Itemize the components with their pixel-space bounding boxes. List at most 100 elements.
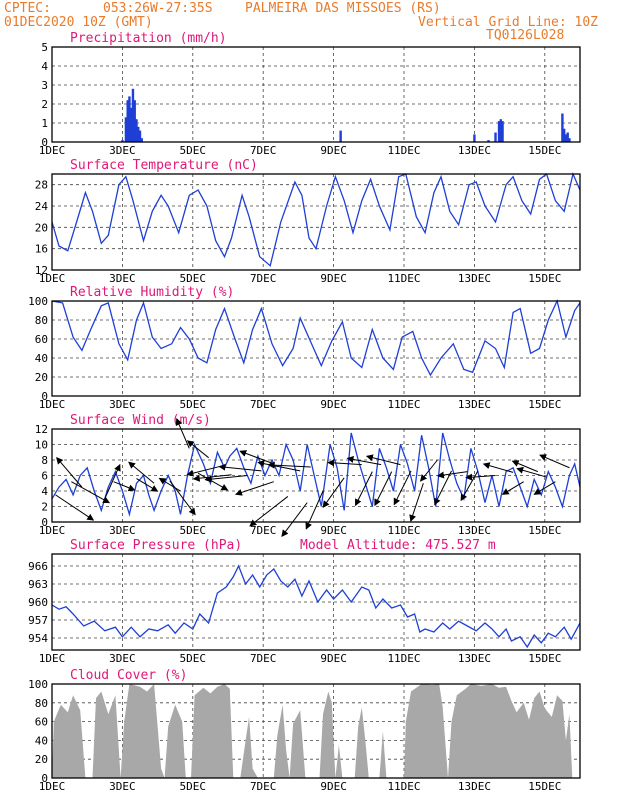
rh-ytick-label: 20 <box>35 371 48 384</box>
wind-xtick-label: 7DEC <box>250 524 277 537</box>
wind-vector-arrow <box>409 483 424 522</box>
press-xtick-label: 1DEC <box>39 652 66 665</box>
wind-vector-arrow <box>235 481 274 496</box>
precip-xtick-label: 15DEC <box>528 144 561 157</box>
press-xtick-label: 7DEC <box>250 652 277 665</box>
temp-xtick-label: 15DEC <box>528 272 561 285</box>
wind-vector-arrow <box>460 470 479 502</box>
wind-xtick-label: 9DEC <box>320 524 347 537</box>
wind-vector-arrow <box>204 475 248 483</box>
wind-vector-arrow <box>374 471 393 507</box>
press-xtick-label: 11DEC <box>387 652 420 665</box>
wind-vector-arrow <box>192 474 232 482</box>
header-model: TQ0126L028 <box>486 28 565 43</box>
precip-bar <box>499 119 502 142</box>
rh-xtick-label: 1DEC <box>39 398 66 411</box>
wind-vector-arrow <box>281 502 308 538</box>
precip-xtick-label: 13DEC <box>458 144 491 157</box>
temp-frame <box>51 173 581 271</box>
precip-bar <box>566 132 569 142</box>
temp-xtick-label: 5DEC <box>180 272 207 285</box>
precip-bar <box>501 121 504 142</box>
temp-xtick-label: 1DEC <box>39 272 66 285</box>
header-location: PALMEIRA DAS MISSOES (RS) <box>245 1 441 16</box>
wind-vector-arrow <box>539 454 570 469</box>
press-ytick-label: 957 <box>28 614 48 627</box>
wind-vector-arrow <box>257 460 301 472</box>
precip-xtick-label: 1DEC <box>39 144 66 157</box>
wind-xtick-label: 13DEC <box>458 524 491 537</box>
press-ytick-label: 966 <box>28 560 48 573</box>
cloud-xtick-label: 5DEC <box>180 780 207 793</box>
wind-vector-arrow <box>420 459 438 482</box>
rh-xtick-label: 9DEC <box>320 398 347 411</box>
header-coords: 053:26W-27:35S <box>103 1 213 16</box>
press-ytick-label: 963 <box>28 578 48 591</box>
cloud-xtick-label: 1DEC <box>39 780 66 793</box>
wind-vector-arrow <box>436 471 468 479</box>
press-xtick-label: 3DEC <box>109 652 136 665</box>
header-source: CPTEC: <box>4 1 51 16</box>
wind-vector-arrow <box>355 471 373 507</box>
cloud-xtick-label: 3DEC <box>109 780 136 793</box>
wind-xtick-label: 5DEC <box>180 524 207 537</box>
precip-bar <box>140 138 143 142</box>
cloud-xtick-label: 11DEC <box>387 780 420 793</box>
wind-vector-arrow <box>267 461 311 469</box>
wind-vector-arrow <box>55 494 95 521</box>
wind-vector-arrow <box>102 463 121 503</box>
precip-bar <box>124 117 128 142</box>
wind-vector-arrow <box>327 459 362 467</box>
press-line <box>51 564 581 649</box>
wind-vector-arrow <box>482 462 514 473</box>
cloud-ytick-label: 0 <box>41 772 48 785</box>
cloud-ytick-label: 60 <box>35 716 48 729</box>
wind-ytick-label: 8 <box>41 454 48 467</box>
precip-xtick-label: 3DEC <box>109 144 136 157</box>
temp-title: Surface Temperature (nC) <box>70 158 258 173</box>
precip-bar <box>568 138 571 142</box>
precip-xtick-label: 5DEC <box>180 144 207 157</box>
cloud-xtick-label: 15DEC <box>528 780 561 793</box>
wind-xtick-label: 3DEC <box>109 524 136 537</box>
press-xtick-label: 5DEC <box>180 652 207 665</box>
wind-vector-arrow <box>511 460 538 473</box>
temp-line <box>51 171 581 267</box>
precip-bar <box>121 140 124 142</box>
wind-vector-arrow <box>113 481 136 492</box>
press-ytick-label: 960 <box>28 596 48 609</box>
precip-bar <box>135 119 138 142</box>
precip-ytick-label: 5 <box>41 41 48 54</box>
wind-vector-arrow <box>136 478 159 492</box>
cloud-area <box>52 684 580 778</box>
wind-ytick-label: 10 <box>35 439 48 452</box>
precip-ytick-label: 4 <box>41 60 48 73</box>
precip-ytick-label: 2 <box>41 98 48 111</box>
header-init-time: 01DEC2020 10Z (GMT) <box>4 15 153 30</box>
wind-xtick-label: 15DEC <box>528 524 561 537</box>
rh-xtick-label: 13DEC <box>458 398 491 411</box>
temp-ytick-label: 16 <box>35 243 48 256</box>
header-grid-note: Vertical Grid Line: 10Z <box>418 15 599 30</box>
precip-bar <box>561 113 564 142</box>
temp-xtick-label: 9DEC <box>320 272 347 285</box>
cloud-frame <box>51 683 581 779</box>
wind-title: Surface Wind (m/s) <box>70 413 211 428</box>
rh-line <box>51 299 581 377</box>
precip-bar <box>494 132 497 142</box>
cloud-ytick-label: 40 <box>35 734 48 747</box>
precip-xtick-label: 9DEC <box>320 144 347 157</box>
wind-vector-arrow <box>197 472 229 491</box>
wind-vector-arrow <box>346 456 382 466</box>
precip-title: Precipitation (mm/h) <box>70 31 227 46</box>
wind-ytick-label: 12 <box>35 423 48 436</box>
precip-bar <box>562 128 566 142</box>
wind-vector-arrow <box>186 465 222 477</box>
rh-ytick-label: 100 <box>28 295 48 308</box>
precip-bar <box>564 134 568 142</box>
press-frame <box>51 553 581 651</box>
precip-bar <box>137 126 140 142</box>
rh-xtick-label: 3DEC <box>109 398 136 411</box>
cloud-ytick-label: 80 <box>35 697 48 710</box>
